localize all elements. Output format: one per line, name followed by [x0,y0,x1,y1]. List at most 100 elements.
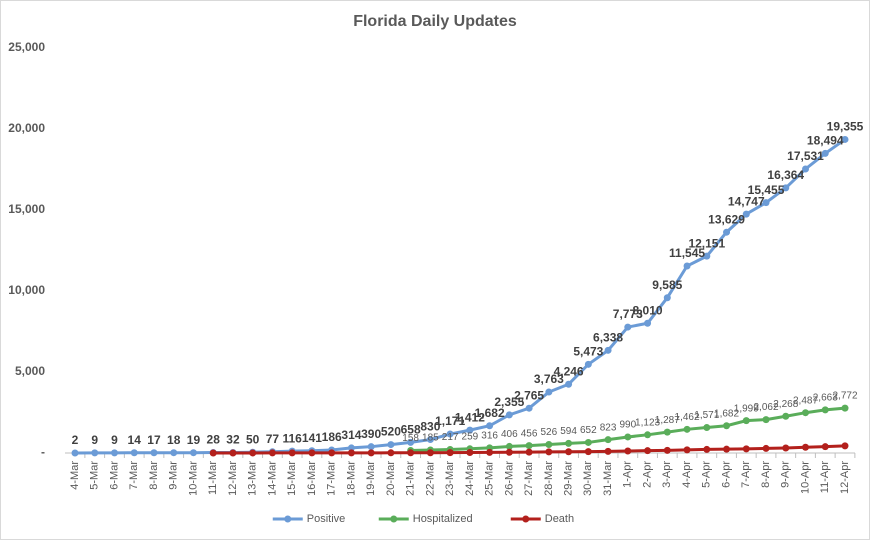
data-point [466,449,474,457]
x-tick-label: 30-Mar [582,461,594,496]
data-label: 11,545 [669,246,705,260]
data-point [565,439,573,447]
x-tick-label: 11-Mar [207,461,219,495]
data-point [762,416,770,424]
data-label: 15,455 [748,183,785,197]
data-label: 9 [111,433,118,447]
x-tick-label: 19-Mar [365,461,377,496]
data-label: 1,287 [655,415,680,426]
data-point [683,262,691,270]
data-label: 390 [361,427,381,441]
y-tick-label: 25,000 [8,40,45,54]
data-point [584,448,592,456]
data-point [644,319,652,327]
x-tick-label: 9-Apr [780,461,792,488]
data-label: 1,123 [635,417,660,428]
data-point [367,443,375,451]
data-point [545,440,553,448]
data-point [663,428,671,436]
x-tick-label: 5-Apr [701,461,713,488]
data-label: 5,473 [573,345,603,359]
data-label: 456 [521,428,538,439]
data-label: 7,773 [613,307,643,321]
data-point [426,449,434,457]
data-point [565,448,573,456]
data-label: 2,268 [773,399,798,410]
data-point [525,448,533,456]
data-point [802,443,810,451]
chart-title: Florida Daily Updates [353,13,517,30]
data-label: 2,663 [813,393,838,404]
data-point [624,323,632,331]
data-point [486,448,494,456]
data-label: 526 [541,427,558,438]
data-label: 2,772 [832,391,857,402]
data-point [782,444,790,452]
data-point [505,448,513,456]
x-tick-label: 22-Mar [424,461,436,496]
data-point [821,406,829,414]
data-label: 1,462 [675,412,700,423]
data-point [782,412,790,420]
data-point [249,449,257,457]
x-tick-label: 16-Mar [306,461,318,496]
data-label: 8,010 [633,303,663,317]
data-point [229,449,237,457]
data-point [624,447,632,455]
data-label: 32 [226,433,240,447]
data-point [821,149,829,157]
data-point [663,446,671,454]
data-point [308,449,316,457]
data-label: 217 [442,432,459,443]
data-point [742,445,750,453]
data-label: 259 [462,431,479,442]
x-tick-label: 17-Mar [326,461,338,496]
data-label: 185 [422,433,439,444]
data-point [624,433,632,441]
x-tick-label: 27-Mar [523,461,535,496]
data-point [446,449,454,457]
data-label: 116 [282,431,302,445]
data-point [466,426,474,434]
y-tick-label: 5,000 [15,364,45,378]
x-tick-label: 8-Mar [148,461,160,490]
data-point [723,445,731,453]
data-label: 2,355 [494,395,524,409]
x-tick-label: 31-Mar [602,461,614,496]
data-label: 314 [341,428,361,442]
data-point [328,449,336,457]
data-point [762,444,770,452]
data-point [604,346,612,354]
data-point [486,422,494,430]
x-tick-label: 18-Mar [345,461,357,496]
x-tick-label: 12-Apr [839,461,851,494]
x-tick-label: 7-Mar [128,461,140,490]
data-label: 594 [560,426,577,437]
data-label: 16,364 [767,168,804,182]
x-tick-label: 3-Apr [661,461,673,488]
data-point [723,228,731,236]
data-point [703,252,711,260]
data-label: 1,171 [435,414,465,428]
data-label: 652 [580,425,597,436]
data-label: 141 [302,431,322,445]
x-tick-label: 29-Mar [562,461,574,496]
data-label: 4,246 [554,364,584,378]
x-tick-label: 1-Apr [622,461,634,488]
data-point [821,443,829,451]
data-point [644,447,652,455]
data-label: 12,151 [688,236,725,250]
x-tick-label: 14-Mar [266,461,278,496]
data-point [426,436,434,444]
data-point [584,438,592,446]
data-point [802,409,810,417]
data-label: 186 [322,430,342,444]
data-label: 1,571 [694,410,719,421]
x-tick-label: 13-Mar [247,461,259,496]
data-label: 520 [381,425,401,439]
y-tick-label: 20,000 [8,121,45,135]
x-tick-label: 21-Mar [405,461,417,496]
legend-marker [390,515,398,523]
data-label: 19 [187,433,201,447]
